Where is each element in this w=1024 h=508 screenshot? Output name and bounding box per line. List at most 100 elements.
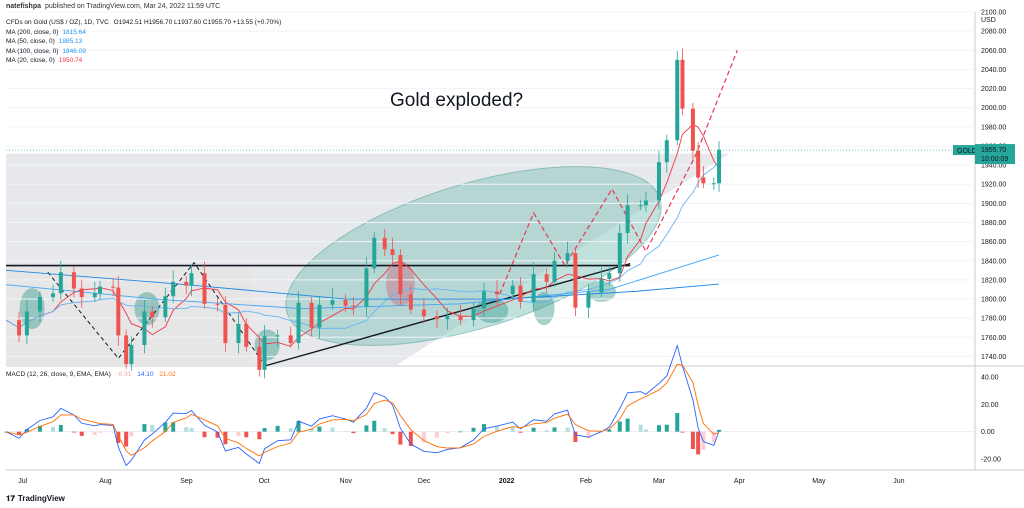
candle-body (495, 291, 500, 295)
candle-body (625, 205, 630, 234)
candle-body (364, 268, 369, 307)
candle-body (79, 288, 84, 298)
macd-histogram-bar (664, 424, 669, 432)
macd-histogram-bar (471, 427, 476, 432)
candle-body (150, 311, 155, 318)
candle-body (92, 293, 97, 298)
ma100-value: 1846.09 (62, 47, 86, 55)
candle-body (617, 233, 622, 274)
macd-label: MACD (12, 26, close, 9, EMA, EMA) (6, 371, 111, 378)
currency-label: USD (981, 17, 996, 24)
macd-histogram-bar (510, 427, 515, 432)
price-tick-label: 2100.00 (981, 10, 1006, 17)
symbol-tag-box (953, 145, 975, 156)
macd-histogram-bar (79, 431, 84, 436)
macd-histogram-bar (184, 427, 189, 432)
candle-body (184, 281, 189, 286)
macd-histogram-bar (17, 431, 22, 435)
candle-body (244, 323, 249, 347)
ma100-label: MA (100, close, 0) (6, 47, 59, 55)
ma50-line (5, 160, 720, 329)
candle-body (434, 316, 439, 320)
candle-body (573, 253, 578, 308)
macd-histogram-bar (189, 428, 194, 432)
macd-histogram-bar (696, 431, 701, 455)
price-tick-label: 1920.00 (981, 182, 1006, 189)
macd-histogram-bar (382, 428, 387, 432)
macd-histogram-bar (398, 431, 403, 445)
macd-histogram-bar (617, 421, 622, 432)
price-tag-value: 1955.70 (981, 147, 1006, 154)
macd-histogram-bar (434, 431, 439, 438)
price-tick-label: 2040.00 (981, 67, 1006, 74)
macd-tick-label: 0.00 (981, 429, 995, 436)
macd-histogram-bar (372, 420, 377, 432)
candle-body (586, 292, 591, 308)
x-tick-label: Oct (259, 478, 270, 485)
candle-body (390, 249, 395, 256)
candle-body (518, 285, 523, 302)
price-tick-label: 1840.00 (981, 258, 1006, 265)
candle-body (656, 162, 661, 201)
macd-histogram-bar (518, 431, 523, 433)
ma200-line (5, 269, 720, 300)
macd-tick-label: -20.00 (981, 457, 1001, 464)
tradingview-footer: 𝟏𝟕 TradingView (6, 494, 65, 504)
candle-body (71, 272, 76, 289)
candle-body (343, 299, 348, 306)
legend-title-row: CFDs on Gold (US$ / OZ), 1D, TVC O1942.5… (6, 18, 281, 28)
macd-histogram-bar (586, 431, 591, 438)
ma200-value: 1815.64 (62, 28, 86, 36)
legend-ma100: MA (100, close, 0) 1846.09 (6, 47, 281, 57)
macd-histogram-bar (262, 428, 267, 432)
macd-histogram-bar (98, 431, 103, 433)
candle-body (599, 278, 604, 293)
candle-body (408, 294, 413, 310)
publish-header: natefishpa published on TradingView.com,… (0, 0, 1024, 12)
macd-histogram-bar (680, 431, 685, 433)
macd-histogram-bar (275, 425, 280, 432)
macd-line-value: 14.10 (137, 371, 154, 378)
candle-body (236, 323, 241, 344)
macd-signal-value: 21.02 (159, 371, 176, 378)
candle-body (717, 149, 722, 184)
candle-body (202, 273, 207, 304)
macd-legend: MACD (12, 26, close, 9, EMA, EMA) -6.91 … (6, 371, 176, 378)
macd-histogram-bar (638, 424, 643, 432)
candle-body (471, 308, 476, 321)
macd-histogram-bar (236, 431, 241, 437)
symbol-title: CFDs on Gold (US$ / OZ), 1D, TVC (6, 19, 109, 26)
x-tick-label: Dec (418, 478, 431, 485)
macd-histogram-bar (58, 425, 63, 432)
macd-histogram-bar (37, 425, 42, 432)
candle-body (124, 335, 129, 365)
macd-tick-label: 40.00 (981, 374, 999, 381)
macd-histogram-bar (565, 427, 570, 432)
candle-body (163, 296, 168, 318)
candle-body (481, 291, 486, 309)
candle-body (330, 299, 335, 305)
macd-histogram-bar (244, 431, 249, 438)
macd-histogram-bar (215, 431, 220, 438)
macd-histogram-bar (317, 426, 322, 432)
x-tick-label: Sep (180, 478, 193, 485)
x-tick-label: Feb (580, 478, 592, 485)
ma200-label: MA (200, close, 0) (6, 28, 59, 36)
macd-histogram-bar (330, 427, 335, 432)
macd-histogram-bar (129, 431, 134, 437)
macd-histogram-bar (607, 429, 612, 432)
candle-body (445, 316, 450, 320)
candle-body (690, 108, 695, 151)
macd-histogram-bar (142, 424, 147, 432)
macd-histogram-bar (552, 427, 557, 432)
candle-body (223, 304, 228, 344)
x-tick-label: Aug (99, 478, 112, 485)
candle-body (565, 253, 570, 261)
x-tick-label: 2022 (499, 478, 515, 485)
ma20-label: MA (20, close, 0) (6, 57, 55, 64)
price-tick-label: 1940.00 (981, 163, 1006, 170)
macd-histogram-bar (343, 431, 348, 433)
candle-body (382, 237, 387, 250)
legend-ma50: MA (50, close, 0) 1885.13 (6, 37, 281, 47)
